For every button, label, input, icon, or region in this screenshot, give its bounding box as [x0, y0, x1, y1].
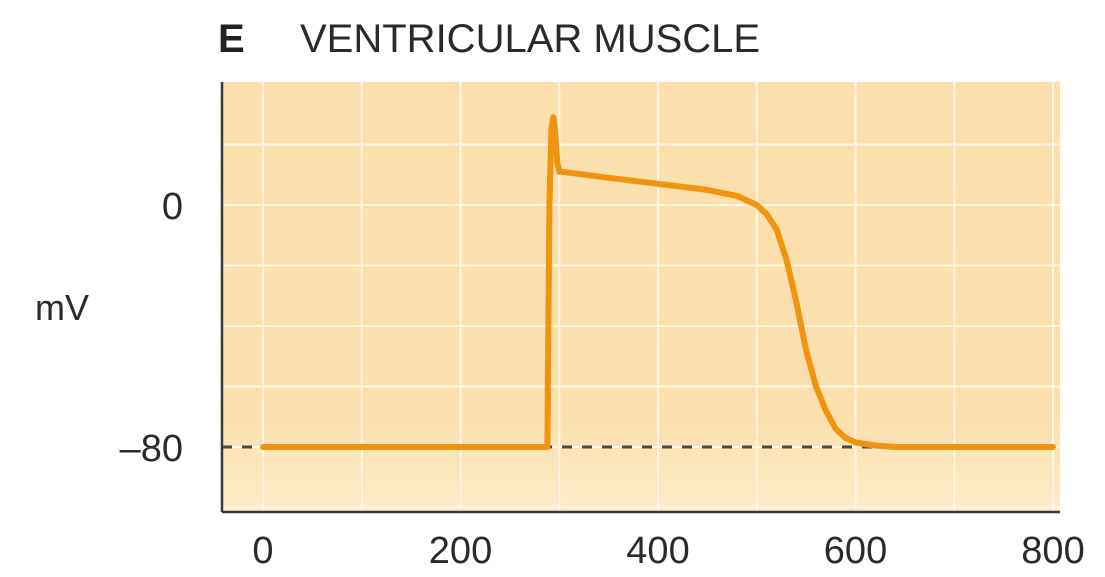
- chart-title: VENTRICULAR MUSCLE: [300, 17, 760, 61]
- series-group: [260, 114, 1056, 450]
- x-tick-label: 200: [429, 530, 492, 572]
- panel-letter: E: [218, 17, 245, 61]
- y-axis-label: mV: [35, 287, 89, 328]
- series-line-0: [260, 114, 1056, 450]
- grid: [222, 82, 1060, 512]
- y-tick-label: 0: [162, 186, 183, 228]
- x-tick-labels: 0 200 400 600 800: [252, 530, 1084, 572]
- x-tick-label: 800: [1021, 530, 1084, 572]
- y-tick-labels: 0 –80: [120, 186, 183, 470]
- x-tick-label: 600: [824, 530, 887, 572]
- y-tick-label: –80: [120, 428, 183, 470]
- x-tick-label: 400: [626, 530, 689, 572]
- x-tick-label: 0: [252, 530, 273, 572]
